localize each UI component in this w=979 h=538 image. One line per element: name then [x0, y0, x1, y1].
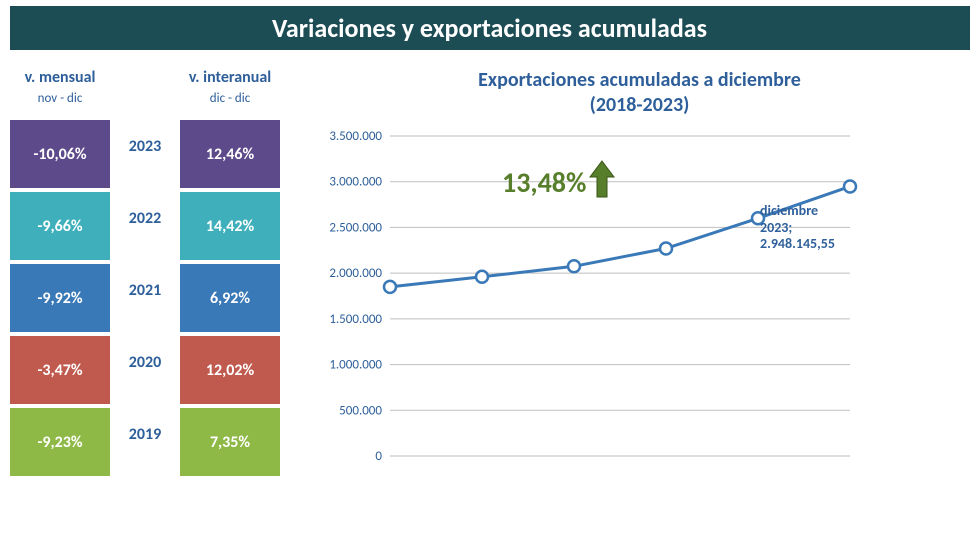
svg-text:1.000.000: 1.000.000 — [329, 358, 382, 373]
mensual-cell: -3,47% — [10, 336, 110, 404]
last-point-label-l2: 2023; — [760, 219, 792, 236]
col-interanual-sub: dic - dic — [210, 91, 250, 106]
col-interanual-header: v. interanual — [189, 68, 271, 87]
svg-text:2.000.000: 2.000.000 — [329, 266, 382, 281]
mensual-cell: -10,06% — [10, 120, 110, 188]
variation-tables: v. mensual nov - dic -10,06%-9,66%-9,92%… — [10, 68, 280, 486]
svg-text:3.000.000: 3.000.000 — [329, 175, 382, 190]
year-label: 2021 — [129, 256, 161, 324]
svg-text:0: 0 — [375, 449, 382, 464]
last-point-label-l1: diciembre — [760, 202, 818, 219]
svg-text:1.500.000: 1.500.000 — [329, 312, 382, 327]
mensual-cell: -9,92% — [10, 264, 110, 332]
content: v. mensual nov - dic -10,06%-9,66%-9,92%… — [0, 50, 979, 486]
last-point-label-l3: 2.948.145,55 — [760, 235, 835, 252]
page-title: Variaciones y exportaciones acumuladas — [272, 12, 707, 44]
interanual-cell: 7,35% — [180, 408, 280, 476]
col-mensual: v. mensual nov - dic -10,06%-9,66%-9,92%… — [10, 68, 110, 480]
growth-callout: 13,48% — [502, 159, 616, 207]
interanual-cell: 12,46% — [180, 120, 280, 188]
chart-title-line2: (2018-2023) — [590, 93, 690, 117]
year-label: 2022 — [129, 184, 161, 252]
arrow-up-icon — [588, 159, 616, 207]
interanual-cell: 6,92% — [180, 264, 280, 332]
col-years: 2023 2022 2021 2020 2019 — [110, 112, 180, 472]
page-title-bar: Variaciones y exportaciones acumuladas — [10, 6, 970, 50]
svg-text:500.000: 500.000 — [339, 403, 382, 418]
growth-percent: 13,48% — [502, 165, 586, 200]
last-point-label: diciembre 2023; 2.948.145,55 — [760, 203, 835, 251]
year-label: 2020 — [129, 328, 161, 396]
year-label: 2023 — [129, 112, 161, 180]
col-mensual-header: v. mensual — [25, 68, 96, 87]
mensual-cell: -9,23% — [10, 408, 110, 476]
interanual-cell: 14,42% — [180, 192, 280, 260]
chart-title: Exportaciones acumuladas a diciembre (20… — [310, 68, 969, 118]
mensual-cell: -9,66% — [10, 192, 110, 260]
interanual-cell: 12,02% — [180, 336, 280, 404]
col-mensual-sub: nov - dic — [38, 91, 83, 106]
svg-text:2.500.000: 2.500.000 — [329, 220, 382, 235]
year-label: 2019 — [129, 400, 161, 468]
chart-area: Exportaciones acumuladas a diciembre (20… — [280, 68, 969, 486]
svg-text:3.500.000: 3.500.000 — [329, 129, 382, 144]
col-interanual: v. interanual dic - dic 12,46%14,42%6,92… — [180, 68, 280, 480]
chart-title-line1: Exportaciones acumuladas a diciembre — [478, 68, 801, 92]
